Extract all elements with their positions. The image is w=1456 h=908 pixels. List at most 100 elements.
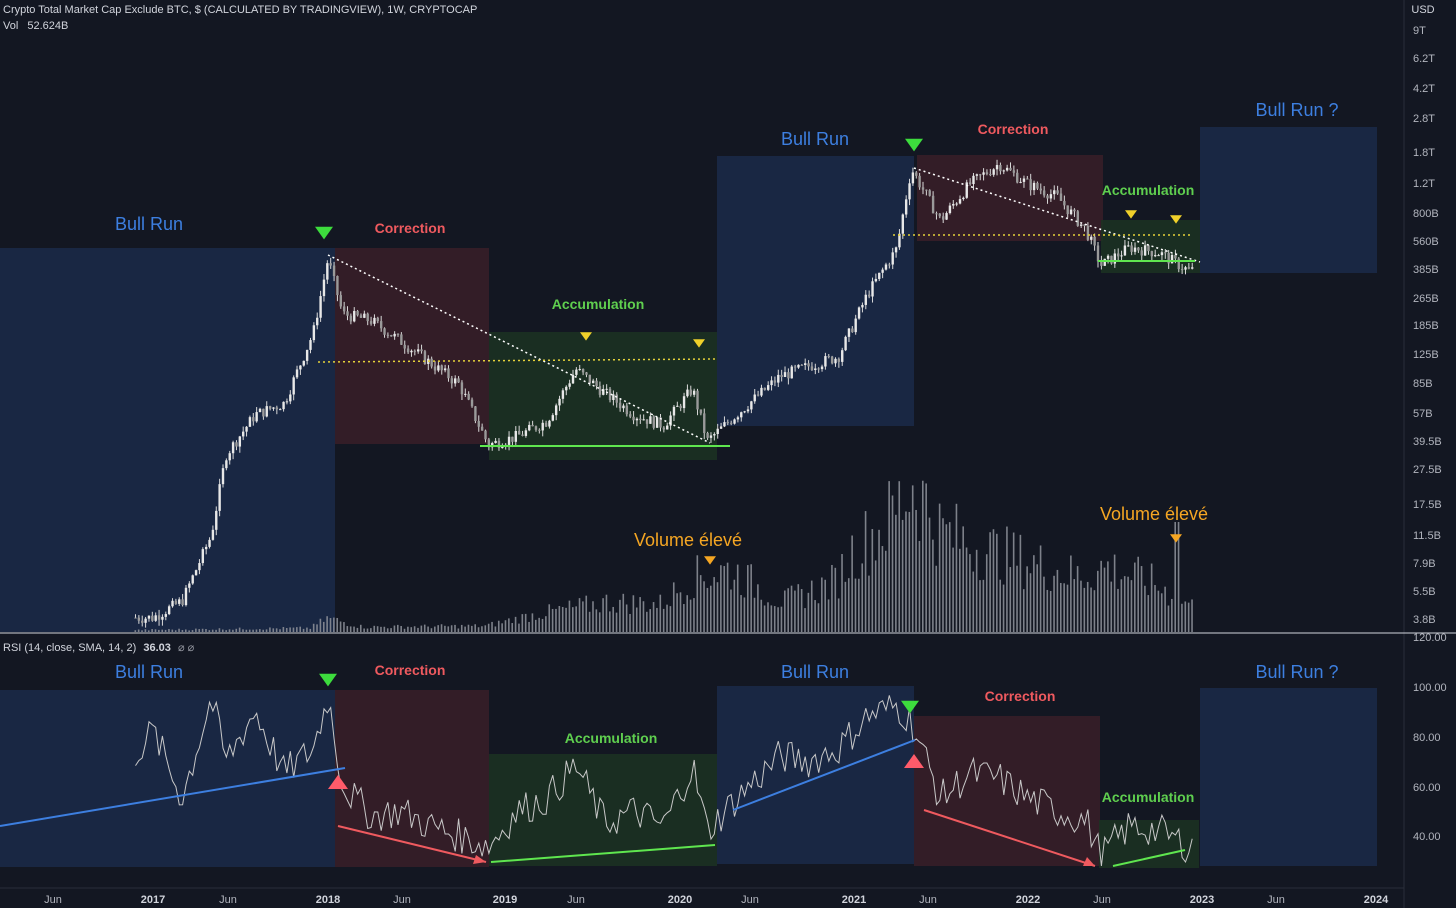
volume-bar bbox=[285, 628, 288, 632]
price-candle bbox=[827, 356, 830, 358]
volume-bar bbox=[450, 625, 453, 632]
price-candle bbox=[265, 406, 268, 417]
volume-bar bbox=[309, 628, 312, 632]
price-candle bbox=[918, 175, 921, 188]
rsi-top-marker-icon bbox=[319, 673, 337, 687]
price-candle bbox=[329, 263, 332, 266]
time-axis-tick: Jun bbox=[1267, 894, 1285, 906]
volume-bar bbox=[696, 555, 699, 632]
volume-bar bbox=[1016, 565, 1018, 632]
zones-layer bbox=[0, 127, 1377, 868]
price-candle bbox=[373, 317, 376, 324]
volume-bar bbox=[1039, 545, 1042, 632]
price-candle bbox=[386, 334, 390, 336]
volume-bar bbox=[151, 629, 153, 632]
price-candle bbox=[1184, 267, 1187, 270]
volume-bar bbox=[568, 600, 571, 632]
price-candle bbox=[605, 388, 608, 390]
price-candle bbox=[915, 172, 918, 176]
rsi-trendline-bull-2 bbox=[732, 739, 916, 811]
volume-bar bbox=[747, 565, 749, 632]
volume-bar bbox=[1049, 590, 1052, 632]
price-candle bbox=[770, 380, 773, 386]
volume-bar bbox=[555, 608, 557, 632]
volume-bar bbox=[511, 623, 514, 632]
time-axis-tick: Jun bbox=[919, 894, 937, 906]
retest-marker-icon bbox=[1125, 210, 1137, 219]
price-candle bbox=[901, 214, 905, 234]
price-candle bbox=[682, 396, 686, 409]
price-axis-tick: 2.8T bbox=[1413, 113, 1435, 125]
rsi-top-marker-icon bbox=[901, 700, 919, 714]
volume-bar bbox=[296, 627, 298, 632]
volume-bar bbox=[302, 628, 305, 632]
volume-bar bbox=[154, 629, 157, 632]
volume-bar bbox=[245, 629, 248, 632]
price-candle bbox=[1063, 200, 1066, 206]
price-candle bbox=[941, 216, 945, 220]
volume-bar bbox=[198, 629, 201, 632]
price-candle bbox=[884, 264, 888, 270]
volume-bar bbox=[649, 609, 652, 632]
price-candle bbox=[258, 408, 262, 413]
price-candle bbox=[945, 213, 948, 220]
price-candle bbox=[968, 182, 972, 185]
volume-bar bbox=[370, 628, 372, 632]
volume-bar bbox=[514, 616, 517, 632]
volume-bar bbox=[773, 606, 776, 632]
volume-bar bbox=[497, 620, 500, 632]
volume-bar bbox=[343, 622, 345, 632]
volume-bar bbox=[578, 598, 581, 632]
volume-bar bbox=[1154, 585, 1156, 632]
rsi-settings-icon[interactable]: ⌀ ⌀ bbox=[177, 642, 195, 654]
time-axis-tick: 2017 bbox=[141, 894, 165, 906]
price-candle bbox=[972, 175, 975, 185]
price-axis-tick: 800B bbox=[1413, 208, 1439, 220]
volume-bar bbox=[265, 629, 268, 632]
volume-bar bbox=[763, 605, 766, 632]
price-candle bbox=[760, 387, 763, 396]
volume-bar bbox=[558, 605, 561, 632]
volume-bar bbox=[689, 599, 692, 632]
price-candle bbox=[1123, 245, 1127, 256]
price-candle bbox=[655, 417, 659, 428]
volume-bar bbox=[147, 630, 150, 632]
volume-bar bbox=[1147, 595, 1150, 632]
price-axis-tick: 6.2T bbox=[1413, 53, 1435, 65]
price-candle bbox=[938, 213, 942, 217]
volume-bar bbox=[353, 626, 355, 632]
price-candle bbox=[1002, 170, 1005, 172]
price-candle bbox=[511, 436, 514, 442]
price-candle bbox=[797, 364, 800, 368]
price-candle bbox=[1029, 179, 1032, 191]
price-candle bbox=[810, 366, 814, 371]
volume-bar bbox=[1086, 581, 1089, 632]
price-candle bbox=[157, 615, 161, 620]
price-candle bbox=[204, 546, 208, 550]
price-candle bbox=[746, 409, 750, 412]
volume-value: 52.624B bbox=[27, 20, 69, 32]
rsi-annotation-label: Correction bbox=[375, 662, 446, 678]
price-candle bbox=[551, 415, 555, 421]
price-candle bbox=[447, 368, 450, 379]
volume-bar bbox=[1177, 522, 1180, 632]
price-candle bbox=[820, 366, 824, 370]
volume-bar bbox=[464, 626, 466, 632]
price-candle bbox=[248, 417, 252, 427]
price-layer bbox=[134, 159, 1194, 628]
price-candle bbox=[167, 606, 171, 615]
price-candle bbox=[1157, 255, 1160, 257]
volume-bar bbox=[1066, 584, 1069, 632]
volume-bar bbox=[908, 511, 911, 632]
volume-bar bbox=[834, 567, 837, 632]
volume-bar bbox=[858, 578, 860, 632]
price-candle bbox=[585, 372, 588, 375]
price-candle bbox=[598, 386, 602, 395]
volume-bar bbox=[679, 592, 682, 632]
volume-bar bbox=[561, 606, 564, 632]
price-axis-tick: 5.5B bbox=[1413, 586, 1436, 598]
volume-bar bbox=[615, 612, 618, 632]
price-candle bbox=[790, 366, 793, 379]
price-axis-tick: 85B bbox=[1413, 378, 1433, 390]
